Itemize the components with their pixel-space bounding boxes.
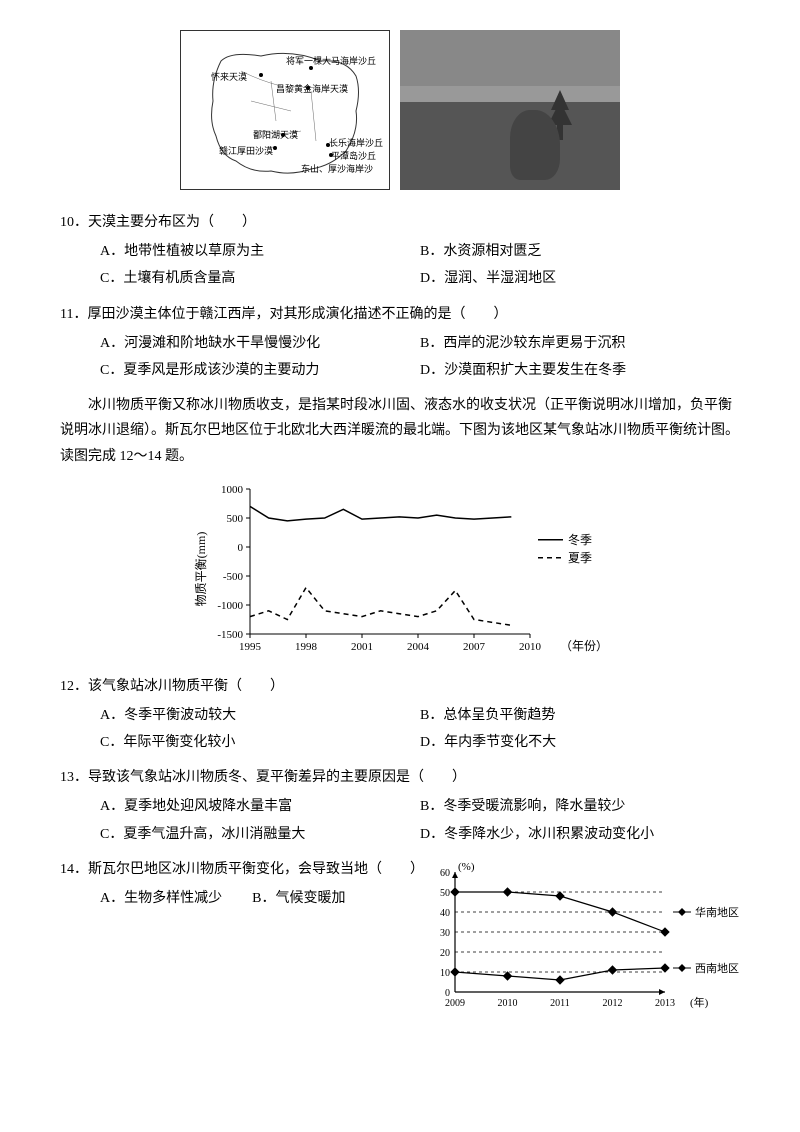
svg-text:60: 60 [440,868,450,879]
q11-option-a: A．河漫滩和阶地缺水干旱慢慢沙化 [100,331,420,356]
q12-stem: 12．该气象站冰川物质平衡（ ） [60,674,740,699]
svg-text:1995: 1995 [239,641,262,653]
question-13: 13．导致该气象站冰川物质冬、夏平衡差异的主要原因是（ ） A．夏季地处迎风坡降… [60,765,740,849]
map-label: 将军一棵大马海岸沙丘 [286,53,376,69]
q12-option-a: A．冬季平衡波动较大 [100,703,420,728]
q13-option-c: C．夏季气温升高，冰川消融量大 [100,822,420,847]
svg-text:2004: 2004 [407,641,430,653]
q11-option-d: D．沙漠面积扩大主要发生在冬季 [420,358,740,383]
map-label: 鄱阳湖天漠 [253,127,298,143]
svg-text:华南地区: 华南地区 [695,905,739,919]
svg-text:2009: 2009 [445,998,465,1009]
q13-option-d: D．冬季降水少，冰川积累波动变化小 [420,822,740,847]
svg-text:2007: 2007 [463,641,486,653]
svg-text:2013: 2013 [655,998,675,1009]
q11-option-b: B．西岸的泥沙较东岸更易于沉积 [420,331,740,356]
question-11: 11．厚田沙漠主体位于赣江西岸，对其形成演化描述不正确的是（ ） A．河漫滩和阶… [60,302,740,386]
svg-text:2010: 2010 [519,641,542,653]
svg-text:10: 10 [440,968,450,979]
q13-option-a: A．夏季地处迎风坡降水量丰富 [100,794,420,819]
svg-text:50: 50 [440,888,450,899]
q13-stem: 13．导致该气象站冰川物质冬、夏平衡差异的主要原因是（ ） [60,765,740,790]
glacier-balance-chart: 1000 500 0 -500 -1000 -15001995 1998 2001 2004 20… [190,479,610,659]
svg-text:2012: 2012 [603,998,623,1009]
map-label: 东山、厚沙海岸沙 [301,161,373,177]
svg-text:0: 0 [238,542,244,554]
svg-text:（年份）: （年份） [560,639,608,653]
q10-option-d: D．湿润、半湿润地区 [420,266,740,291]
svg-text:-500: -500 [223,571,244,583]
svg-text:(%): (%) [458,861,475,873]
q11-option-c: C．夏季风是形成该沙漠的主要动力 [100,358,420,383]
q10-option-a: A．地带性植被以草原为主 [100,239,420,264]
svg-text:40: 40 [440,908,450,919]
map-label: 昌黎黄金海岸天漠 [276,81,348,97]
svg-text:-1000: -1000 [217,600,243,612]
svg-text:物质平衡(mm): 物质平衡(mm) [194,531,208,606]
svg-text:2001: 2001 [351,641,373,653]
svg-text:-1500: -1500 [217,629,243,641]
svg-text:1998: 1998 [295,641,318,653]
map-label: 赣江厚田沙漠 [219,143,273,159]
q13-option-b: B．冬季受暖流影响，降水量较少 [420,794,740,819]
svg-text:2010: 2010 [498,998,518,1009]
q12-option-b: B．总体呈负平衡趋势 [420,703,740,728]
q12-option-c: C．年际平衡变化较小 [100,730,420,755]
q14-option-a: A．生物多样性减少 [100,886,222,911]
q14-option-b: B．气候变暖加 [252,886,345,911]
passage-glacier: 冰川物质平衡又称冰川物质收支，是指某时段冰川固、液态水的收支状况（正平衡说明冰川… [60,393,740,469]
svg-text:2011: 2011 [550,998,570,1009]
q14-stem: 14．斯瓦尔巴地区冰川物质平衡变化，会导致当地（ ） [60,857,420,882]
q10-option-b: B．水资源相对匮乏 [420,239,740,264]
region-percent-chart: 6050403020100(%)20092010201120122013(年)华… [420,857,740,1026]
svg-text:西南地区: 西南地区 [695,962,739,975]
question-14: 14．斯瓦尔巴地区冰川物质平衡变化，会导致当地（ ） A．生物多样性减少 B．气… [60,857,420,911]
q10-option-c: C．土壤有机质含量高 [100,266,420,291]
desert-photo [400,30,620,190]
svg-text:(年): (年) [690,995,709,1009]
china-desert-map: 怀来天漠 将军一棵大马海岸沙丘 昌黎黄金海岸天漠 鄱阳湖天漠 赣江厚田沙漠 长乐… [180,30,390,190]
q10-stem: 10．天漠主要分布区为（ ） [60,210,740,235]
svg-text:500: 500 [227,513,244,525]
svg-text:30: 30 [440,928,450,939]
question-10: 10．天漠主要分布区为（ ） A．地带性植被以草原为主 B．水资源相对匮乏 C．… [60,210,740,294]
q12-option-d: D．年内季节变化不大 [420,730,740,755]
svg-text:1000: 1000 [221,484,244,496]
map-label: 怀来天漠 [211,69,247,85]
svg-text:夏季: 夏季 [568,550,592,564]
svg-text:冬季: 冬季 [568,531,592,546]
svg-text:20: 20 [440,948,450,959]
question-12: 12．该气象站冰川物质平衡（ ） A．冬季平衡波动较大 B．总体呈负平衡趋势 C… [60,674,740,758]
q11-stem: 11．厚田沙漠主体位于赣江西岸，对其形成演化描述不正确的是（ ） [60,302,740,327]
